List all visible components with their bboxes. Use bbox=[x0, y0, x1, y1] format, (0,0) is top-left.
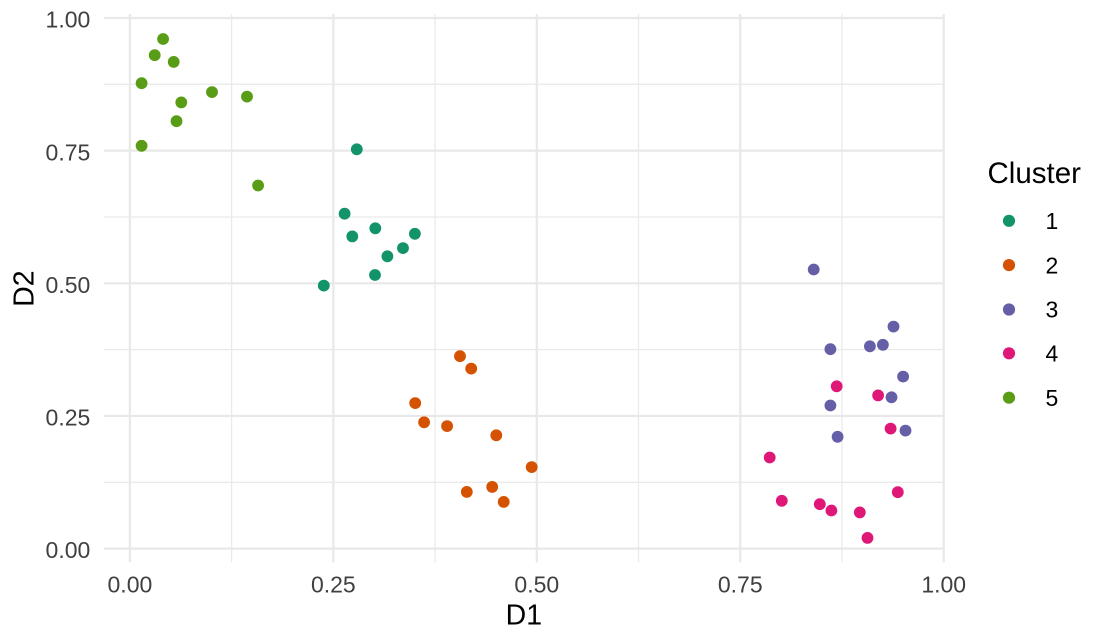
svg-text:0.00: 0.00 bbox=[108, 572, 153, 598]
svg-text:5: 5 bbox=[1046, 385, 1059, 411]
svg-text:0.50: 0.50 bbox=[46, 272, 91, 298]
svg-text:0.75: 0.75 bbox=[718, 572, 763, 598]
svg-text:D1: D1 bbox=[506, 600, 542, 632]
svg-text:Cluster: Cluster bbox=[988, 157, 1082, 190]
svg-text:0.75: 0.75 bbox=[46, 139, 91, 165]
svg-text:2: 2 bbox=[1046, 252, 1059, 278]
svg-text:0.50: 0.50 bbox=[514, 572, 559, 598]
svg-text:1.00: 1.00 bbox=[921, 572, 966, 598]
svg-text:0.25: 0.25 bbox=[311, 572, 356, 598]
svg-text:1: 1 bbox=[1046, 208, 1059, 234]
svg-text:4: 4 bbox=[1046, 341, 1059, 367]
svg-text:0.25: 0.25 bbox=[46, 405, 91, 431]
svg-text:D2: D2 bbox=[9, 270, 41, 306]
svg-text:0.00: 0.00 bbox=[46, 537, 91, 563]
svg-text:3: 3 bbox=[1046, 297, 1059, 323]
svg-text:1.00: 1.00 bbox=[46, 7, 91, 33]
